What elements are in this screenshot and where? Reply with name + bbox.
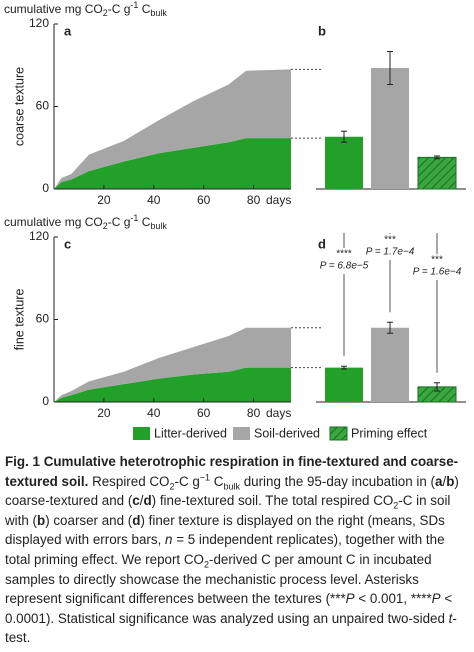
legend-swatch (133, 427, 150, 440)
y-unit-label: cumulative mg CO2-C g-1 Cbulk (4, 213, 167, 231)
caption-text: -test. (5, 610, 457, 646)
y-unit-part: 2 (103, 221, 108, 231)
legend-label: Priming effect (351, 426, 428, 440)
y-axis-title: fine texture (12, 289, 26, 351)
y-tick-label: 0 (42, 394, 49, 408)
error-bar (341, 365, 347, 370)
bar (325, 367, 363, 402)
bar (417, 156, 457, 190)
caption-text: / (139, 493, 144, 509)
significance-stars: *** (384, 235, 396, 246)
y-tick-label: 60 (36, 99, 50, 113)
y-unit-label: cumulative mg CO2-C g-1 Cbulk (4, 0, 167, 18)
caption-text: -C in soil with ( (5, 493, 451, 528)
significance-stars: **** (336, 249, 352, 260)
caption-text: d (143, 493, 152, 509)
caption-text: ) coarse-textured and ( (5, 473, 459, 509)
y-unit-part: -C g (108, 2, 131, 16)
legend-swatch (329, 426, 348, 441)
area (54, 367, 291, 402)
caption: Fig. 1 Cumulative heterotrophic respirat… (5, 452, 467, 648)
y-tick-label: 120 (29, 16, 49, 30)
area (54, 327, 291, 402)
y-unit-part: -1 (130, 213, 138, 223)
panel-label: b (318, 23, 326, 38)
caption-text: P (431, 591, 441, 607)
caption-text: P (345, 591, 355, 607)
caption-text: 2 (203, 559, 209, 570)
error-bar (387, 321, 393, 334)
x-tick-label: 80 (247, 193, 261, 207)
caption-text: n (165, 532, 173, 548)
caption-text: b (37, 512, 46, 528)
p-value: P = 1.7e−4 (366, 247, 415, 258)
caption-text: Respired CO (88, 473, 170, 489)
x-tick-label: 60 (197, 193, 211, 207)
caption-text: b (446, 473, 455, 489)
caption-title: Fig. 1 Cumulative heterotrophic respirat… (5, 454, 459, 489)
error-bar (434, 382, 440, 392)
x-tick-label: 20 (97, 193, 111, 207)
x-tick-label: 40 (147, 193, 161, 207)
error-bar (434, 155, 440, 160)
y-unit-part: 2 (103, 8, 108, 18)
caption-text: ) coarser and ( (45, 512, 133, 528)
caption-text: C (210, 473, 224, 489)
caption-text: during the 95-day incubation in ( (239, 473, 436, 489)
y-tick-label: 60 (36, 312, 50, 326)
error-bar (341, 130, 347, 143)
bar (325, 136, 363, 189)
caption-text: c (132, 493, 140, 509)
legend-label: Litter-derived (154, 426, 227, 440)
caption-text: −1 (199, 472, 211, 483)
caption-text: / (442, 473, 447, 489)
x-axis-title: days (266, 406, 291, 420)
x-tick-label: 20 (97, 406, 111, 420)
y-unit-part: bulk (150, 8, 167, 18)
y-unit-part: cumulative mg CO (4, 2, 103, 16)
x-axis-title: days (266, 193, 291, 207)
caption-text: -C g (174, 473, 200, 489)
caption-text: < 0.001, **** (354, 591, 432, 607)
y-unit-part: -C g (108, 215, 131, 229)
significance-stars: *** (431, 255, 443, 266)
p-value: P = 1.6e−4 (413, 267, 462, 278)
caption-text: < 0.0001). Statistical significance was … (5, 591, 453, 626)
p-value: P = 6.8e−5 (320, 261, 369, 272)
y-unit-part: bulk (150, 221, 167, 231)
y-unit-part: C (138, 2, 150, 16)
area (54, 69, 291, 189)
x-tick-label: 60 (197, 406, 211, 420)
panel-label: c (64, 236, 71, 251)
y-tick-label: 120 (29, 229, 49, 243)
caption-text: ) fine-textured soil. The total respired… (151, 493, 394, 509)
y-unit-part: -1 (130, 0, 138, 10)
error-bar (387, 51, 393, 85)
legend-label: Soil-derived (254, 426, 320, 440)
y-unit-part: C (138, 215, 150, 229)
caption-text: a (435, 473, 443, 489)
caption-text: d (132, 512, 141, 528)
area (54, 138, 291, 189)
bar (371, 327, 409, 402)
caption-text: -derived C per amount C in incubated sam… (5, 551, 432, 607)
x-tick-label: 80 (247, 406, 261, 420)
bar (371, 68, 409, 189)
panel-label: a (64, 23, 72, 38)
caption-text: ) finer texture is displayed on the righ… (5, 512, 445, 548)
y-unit-part: cumulative mg CO (4, 215, 103, 229)
caption-text: 2 (393, 500, 399, 511)
caption-text: 2 (169, 481, 175, 492)
caption-text: bulk (223, 481, 240, 492)
caption-text: t (448, 610, 453, 626)
y-axis-title: coarse texture (12, 67, 26, 146)
panel-label: d (318, 236, 326, 251)
legend-swatch (233, 427, 250, 440)
y-tick-label: 0 (42, 181, 49, 195)
x-tick-label: 40 (147, 406, 161, 420)
caption-text: = 5 independent replicates), together wi… (5, 532, 445, 567)
